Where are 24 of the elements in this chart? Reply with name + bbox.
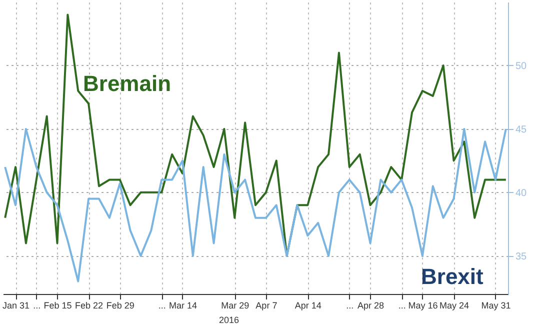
x-tick-label: May 16 — [408, 300, 438, 310]
x-tick-label: Apr 14 — [294, 300, 322, 310]
x-tick-label: ... — [346, 300, 354, 310]
text: 2016 — [218, 315, 240, 325]
x-tick-label: May 24 — [439, 300, 469, 310]
x-tick-label: ... — [398, 300, 406, 310]
x-tick-label: Feb 15 — [44, 300, 72, 310]
y-tick-label: 40 — [516, 188, 528, 199]
y-tick-label: 35 — [516, 251, 528, 262]
x-tick-label: Jan 31 — [2, 300, 30, 310]
y-tick-label: 45 — [516, 124, 528, 136]
series-label: Bremain — [83, 71, 172, 96]
y-tick-label: 50 — [516, 60, 528, 72]
line-series — [4, 128, 507, 282]
x-tick-label: Mar 14 — [168, 300, 197, 310]
x-tick-label: Feb 29 — [106, 300, 134, 310]
series-label: Brexit — [421, 264, 484, 289]
x-tick-label: May 31 — [481, 300, 511, 310]
x-tick-label: ... — [33, 300, 41, 310]
x-tick-label: Apr 28 — [358, 300, 384, 310]
x-tick-label: Mar 29 — [221, 300, 250, 310]
x-tick-label: Apr 7 — [256, 300, 278, 310]
x-tick-label: Feb 22 — [75, 300, 104, 310]
x-tick-label: ... — [158, 300, 166, 310]
